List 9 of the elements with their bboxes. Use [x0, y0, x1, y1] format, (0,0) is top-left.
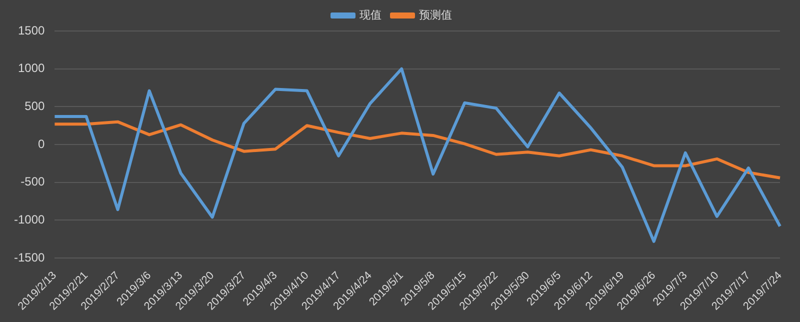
- y-tick-label: -500: [20, 174, 46, 189]
- y-tick-label: 500: [24, 99, 46, 113]
- y-tick-label: -1500: [14, 250, 46, 264]
- y-tick-label: 0: [38, 136, 46, 151]
- y-tick-label: 1000: [18, 61, 46, 76]
- y-tick-label: 1500: [18, 23, 46, 38]
- legend-label: 预测值: [419, 8, 452, 22]
- y-tick-label: -1000: [14, 212, 46, 227]
- legend-label: 现值: [360, 8, 382, 22]
